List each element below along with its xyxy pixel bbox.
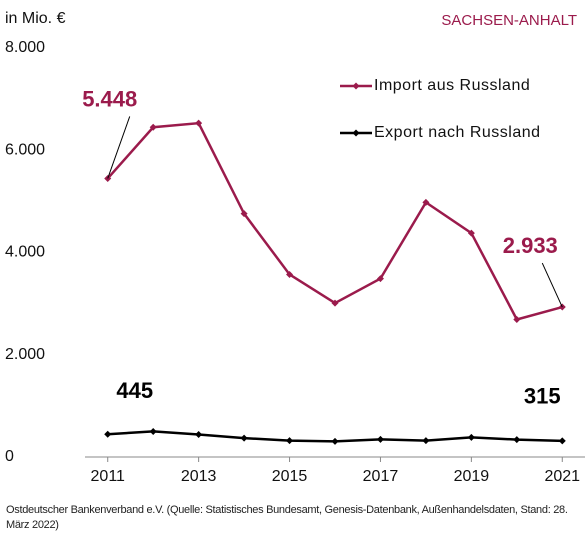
source-note: Ostdeutscher Bankenverband e.V. (Quelle:… <box>6 504 568 531</box>
y-tick-label: 4.000 <box>5 244 45 261</box>
data-point <box>195 431 203 439</box>
data-point <box>422 198 430 206</box>
data-point <box>513 436 521 444</box>
series-line <box>106 121 563 321</box>
data-point <box>422 437 430 445</box>
data-point <box>240 210 248 218</box>
data-label: 445 <box>116 378 153 403</box>
data-point <box>467 433 475 441</box>
data-point <box>376 435 384 443</box>
data-point <box>149 427 157 435</box>
data-point <box>240 434 248 442</box>
data-point <box>467 229 475 237</box>
data-point <box>149 123 157 131</box>
y-tick-label: 2.000 <box>5 346 45 363</box>
x-tick-label: 2011 <box>91 468 126 485</box>
legend-marker <box>352 129 360 137</box>
chart-title: SACHSEN-ANHALT <box>441 12 577 29</box>
legend-label: Import aus Russland <box>374 77 530 94</box>
x-tick-label: 2017 <box>363 468 399 485</box>
leader-line <box>107 116 131 179</box>
y-tick-label: 0 <box>5 448 14 465</box>
legend-marker <box>352 82 360 90</box>
y-axis-label: in Mio. € <box>5 10 66 27</box>
x-tick-label: 2013 <box>181 468 217 485</box>
data-label: 5.448 <box>82 86 137 111</box>
x-tick-label: 2021 <box>544 468 580 485</box>
data-point <box>104 430 112 438</box>
data-point <box>286 437 294 445</box>
data-point <box>331 437 339 445</box>
data-point <box>558 437 566 445</box>
data-point <box>195 119 203 127</box>
y-tick-label: 8.000 <box>5 39 45 56</box>
data-label: 2.933 <box>503 233 558 258</box>
x-tick-label: 2015 <box>272 468 308 485</box>
data-point <box>513 315 521 323</box>
data-point <box>286 270 294 278</box>
y-tick-label: 6.000 <box>5 141 45 158</box>
chart: in Mio. € SACHSEN-ANHALT 0 2.000 4.000 6.00… <box>5 10 585 485</box>
leader-line <box>541 262 563 308</box>
x-tick-label: 2019 <box>454 468 490 485</box>
data-point <box>376 275 384 283</box>
legend-label: Export nach Russland <box>374 124 541 141</box>
data-label: 315 <box>524 384 561 409</box>
data-point <box>331 299 339 307</box>
